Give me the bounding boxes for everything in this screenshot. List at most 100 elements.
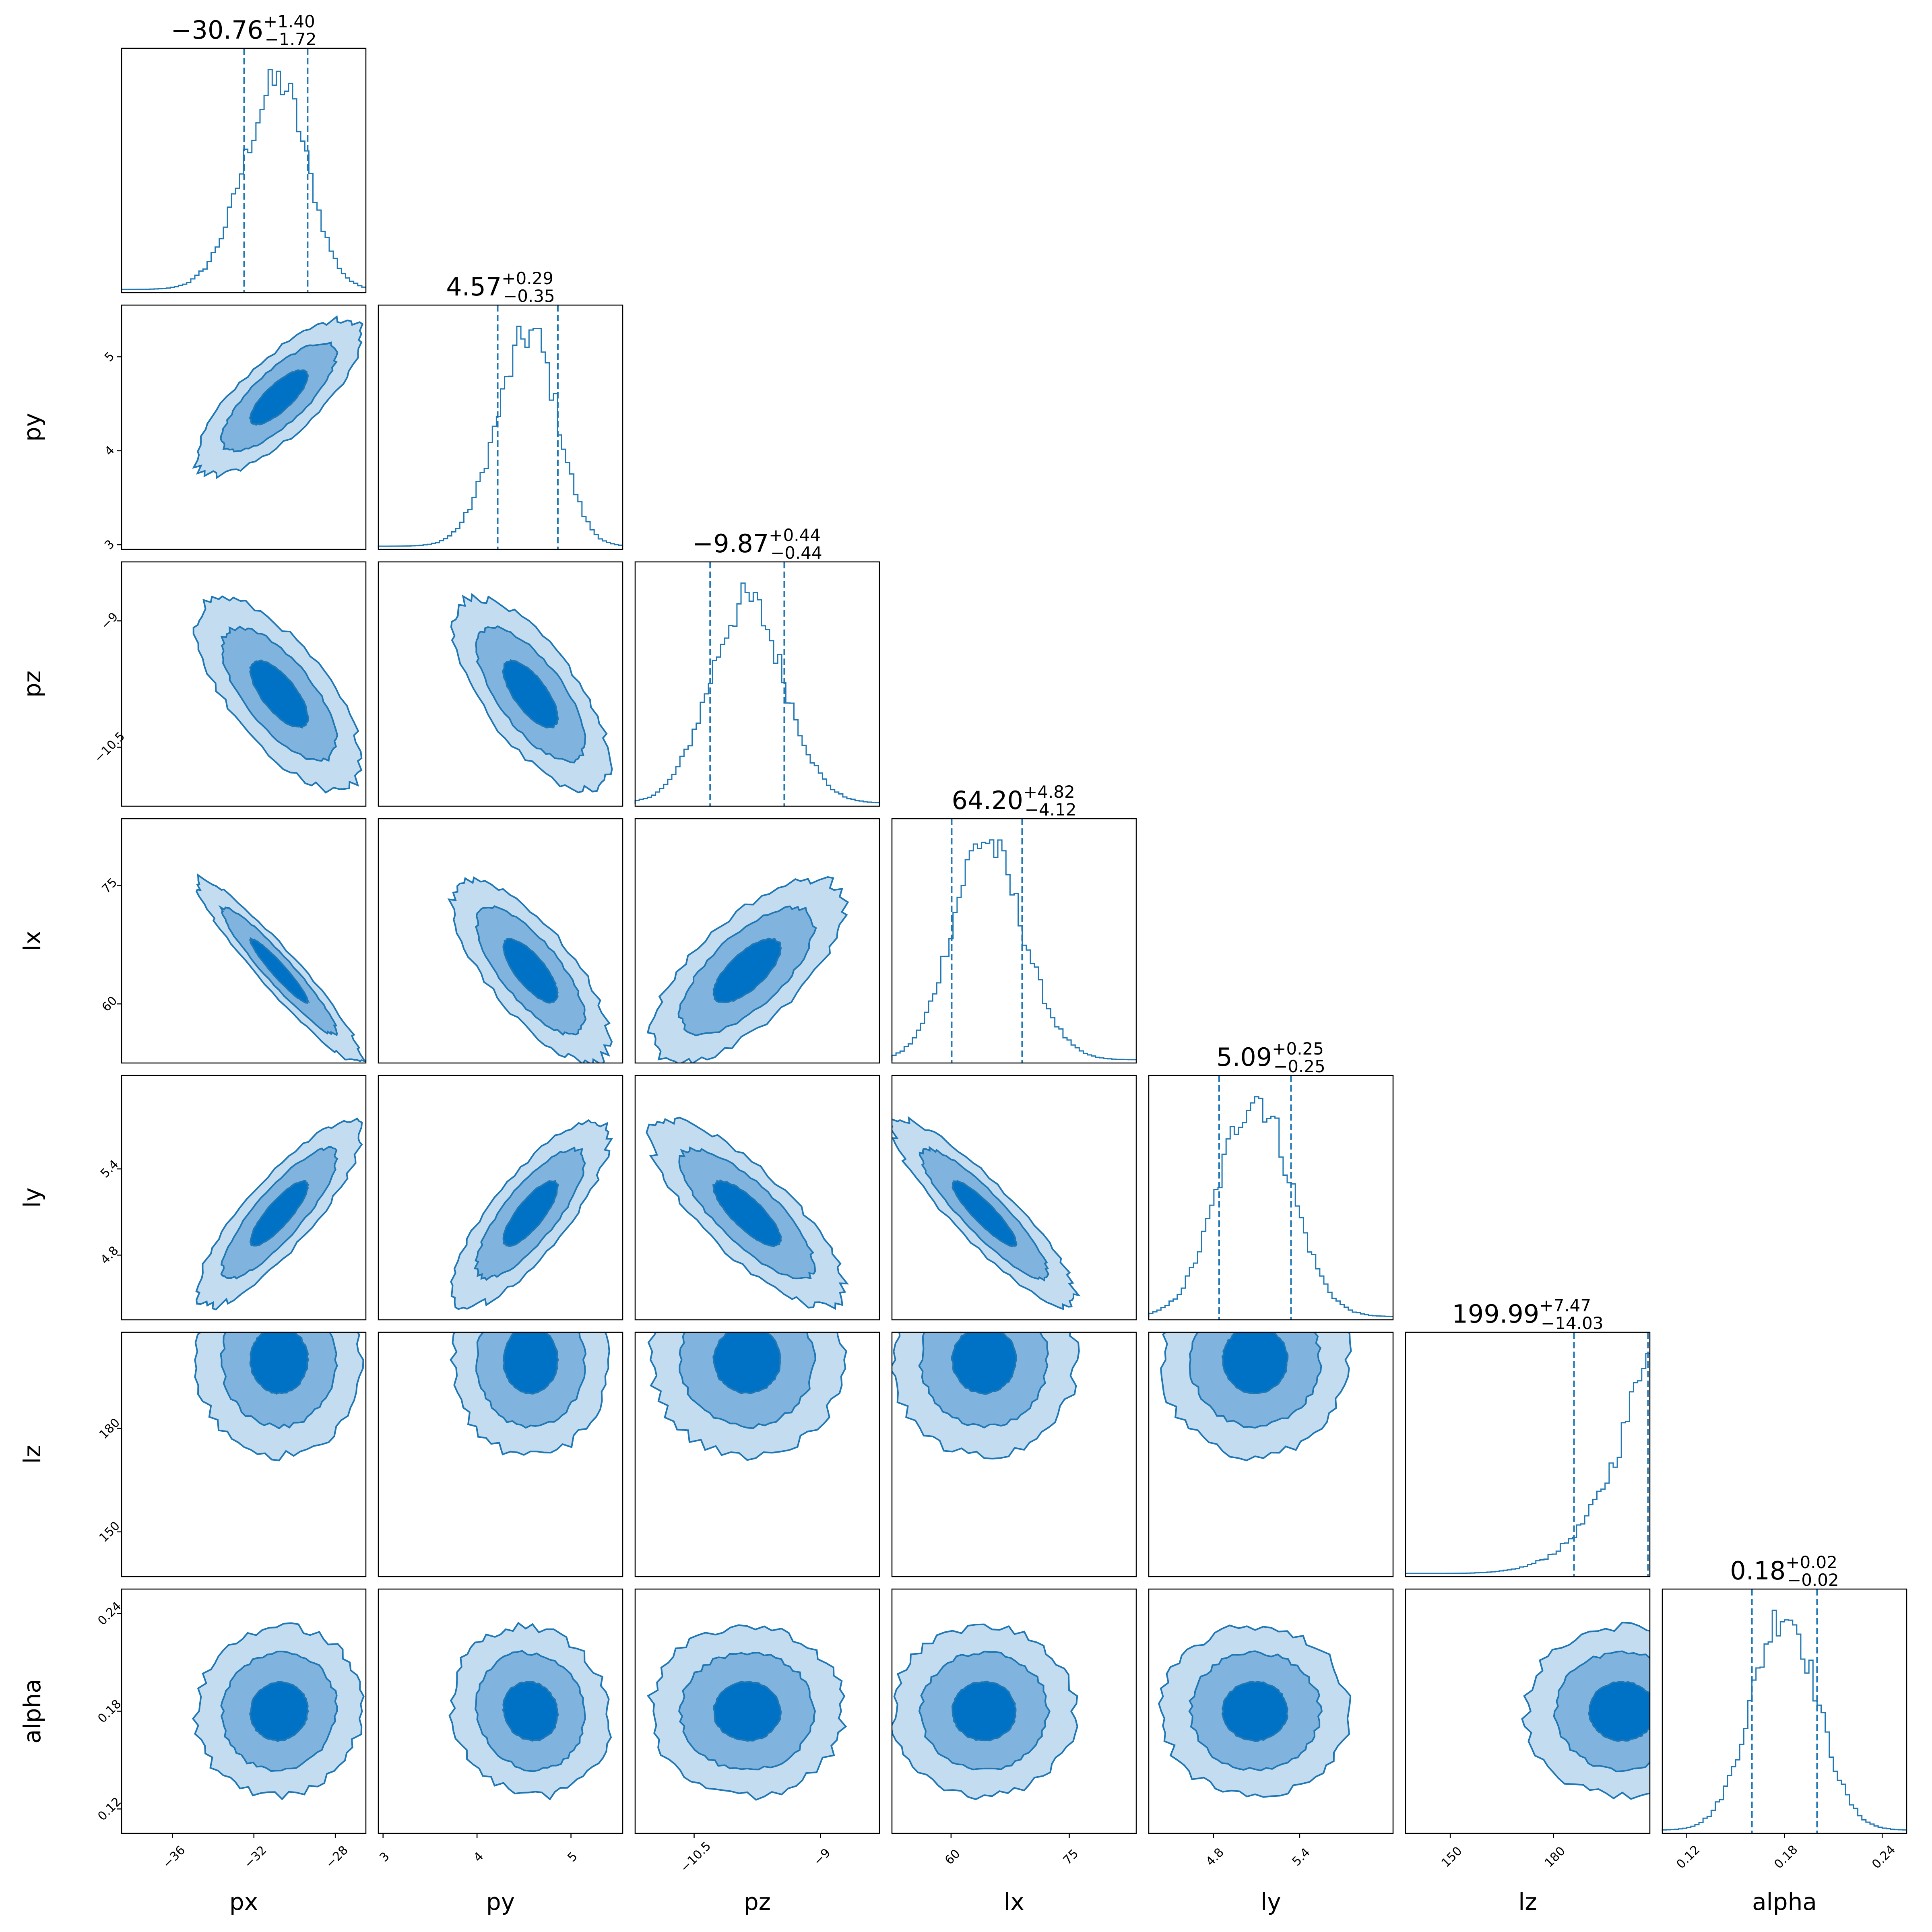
frame-pz-ly bbox=[634, 1075, 880, 1321]
ytick-label-pz: −10.5 bbox=[91, 729, 128, 766]
panel-lx-ly bbox=[891, 1075, 1137, 1321]
xlabel-lz: lz bbox=[1518, 1888, 1537, 1915]
panel-px-alpha: 0.120.180.24−36 −32 −28 bbox=[95, 1588, 367, 1871]
ytick-label-pz: −9 bbox=[98, 610, 121, 632]
title-lz: 199.99+7.47 −14.03 bbox=[1452, 1296, 1603, 1333]
panel-px-py: 3 4 5 bbox=[102, 304, 367, 553]
ytick-label-ly: 5.4 bbox=[98, 1157, 121, 1181]
contour-3-px-alpha bbox=[249, 1681, 309, 1742]
xtick-label-lz: 150 bbox=[1439, 1844, 1465, 1870]
ytick-label-lx: 75 bbox=[99, 875, 120, 896]
contour-3-py-pz bbox=[502, 659, 559, 729]
panel-py-lx bbox=[378, 818, 623, 1064]
xlabel-py: py bbox=[486, 1888, 515, 1915]
panel-lx-alpha: 60 75 bbox=[891, 1588, 1137, 1868]
frame-ly-alpha bbox=[1148, 1588, 1394, 1834]
ylabel-py: py bbox=[19, 413, 46, 442]
panel-diag-py: 4.57+0.29 −0.35 bbox=[378, 268, 623, 550]
title-py: 4.57+0.29 −0.35 bbox=[446, 268, 555, 306]
xlabel-ly: ly bbox=[1261, 1888, 1281, 1915]
contour-3-lx-alpha bbox=[951, 1680, 1017, 1742]
xlabel-alpha: alpha bbox=[1752, 1888, 1817, 1915]
ytick-label-ly: 4.8 bbox=[98, 1243, 121, 1267]
contour-3-pz-lz bbox=[712, 1332, 781, 1395]
ylabel-lx: lx bbox=[19, 931, 46, 951]
contour-3-py-alpha bbox=[502, 1681, 559, 1742]
ylabel-alpha: alpha bbox=[19, 1679, 46, 1744]
panel-px-lx: 60 75 bbox=[99, 818, 367, 1064]
xlabel-px: px bbox=[229, 1888, 258, 1915]
xtick-label-alpha: 0.18 bbox=[1771, 1843, 1800, 1872]
panel-pz-lz bbox=[634, 1331, 880, 1577]
ytick-label-lx: 60 bbox=[99, 994, 120, 1015]
title-pz: −9.87+0.44 −0.44 bbox=[692, 525, 822, 563]
title-px: −30.76+1.40 −1.72 bbox=[171, 12, 317, 49]
frame-lx-lz bbox=[891, 1331, 1137, 1577]
histogram-lz bbox=[1405, 1353, 1650, 1574]
contour-3-ly-alpha bbox=[1221, 1681, 1288, 1742]
contour-3-lz-alpha bbox=[1587, 1681, 1650, 1742]
contour-3-py-ly bbox=[502, 1179, 559, 1247]
xtick-label-px: −36 bbox=[160, 1843, 188, 1871]
ylabel-pz: pz bbox=[19, 671, 46, 698]
panel-px-ly: 4.8 5.4 bbox=[98, 1075, 367, 1321]
title-ly: 5.09+0.25 −0.25 bbox=[1216, 1039, 1325, 1076]
xtick-label-alpha: 0.24 bbox=[1869, 1843, 1898, 1872]
panel-pz-ly bbox=[634, 1075, 880, 1321]
panel-px-pz: −10.5 −9 bbox=[91, 561, 367, 807]
xtick-label-pz: −9 bbox=[811, 1846, 833, 1868]
frame-py-lz bbox=[378, 1331, 623, 1577]
xlabel-pz: pz bbox=[744, 1888, 771, 1915]
histogram-py bbox=[378, 326, 623, 547]
frame-diag-alpha bbox=[1662, 1588, 1907, 1834]
histogram-pz bbox=[634, 582, 879, 804]
panel-px-lz: 150 180 bbox=[97, 1331, 367, 1577]
panel-lz-alpha: 150 180 bbox=[1405, 1588, 1651, 1870]
ytick-label-py: 3 bbox=[102, 537, 117, 553]
xtick-label-px: −28 bbox=[323, 1843, 351, 1871]
contour-3-pz-alpha bbox=[713, 1681, 782, 1742]
contour-3-lx-ly bbox=[951, 1180, 1018, 1247]
frame-py-alpha bbox=[378, 1588, 623, 1834]
frame-diag-pz bbox=[634, 561, 880, 807]
ylabel-lz: lz bbox=[19, 1445, 46, 1464]
frame-py-ly bbox=[378, 1075, 623, 1321]
panel-pz-alpha: −10.5 −9 bbox=[634, 1588, 880, 1875]
frame-py-pz bbox=[378, 561, 623, 807]
frame-pz-alpha bbox=[634, 1588, 880, 1834]
frame-px-lx bbox=[121, 818, 367, 1064]
panel-py-pz bbox=[378, 561, 623, 807]
frame-diag-ly bbox=[1148, 1075, 1394, 1321]
panel-diag-ly: 5.09+0.25 −0.25 bbox=[1148, 1039, 1394, 1321]
contour-3-lx-lz bbox=[951, 1332, 1018, 1395]
contour-3-px-lz bbox=[249, 1332, 310, 1395]
contour-3-px-py bbox=[249, 369, 309, 426]
xtick-label-py: 4 bbox=[471, 1849, 486, 1865]
panel-ly-lz bbox=[1148, 1331, 1394, 1577]
xtick-label-px: −32 bbox=[242, 1843, 270, 1871]
histogram-ly bbox=[1148, 1096, 1393, 1317]
title-alpha: 0.18+0.02 −0.02 bbox=[1730, 1552, 1839, 1590]
frame-lx-alpha bbox=[891, 1588, 1137, 1834]
frame-px-lz bbox=[121, 1331, 367, 1577]
title-lx: 64.20+4.82 −4.12 bbox=[952, 782, 1077, 819]
panel-py-alpha: 3 4 5 bbox=[377, 1588, 623, 1865]
panel-diag-lz: 199.99+7.47 −14.03 bbox=[1405, 1296, 1651, 1577]
contour-3-px-pz bbox=[249, 659, 310, 729]
xtick-label-pz: −10.5 bbox=[678, 1839, 714, 1875]
frame-ly-lz bbox=[1148, 1331, 1394, 1577]
frame-px-py bbox=[121, 304, 367, 550]
contour-3-pz-ly bbox=[712, 1179, 782, 1247]
frame-lz-alpha bbox=[1405, 1588, 1651, 1834]
panel-diag-lx: 64.20+4.82 −4.12 bbox=[891, 782, 1137, 1064]
panel-py-ly bbox=[378, 1075, 623, 1321]
panel-diag-alpha: 0.18+0.02 −0.02 0.12 0.18 0.24 bbox=[1662, 1552, 1907, 1872]
xtick-label-lz: 180 bbox=[1542, 1844, 1568, 1870]
panel-lx-lz bbox=[891, 1331, 1137, 1577]
ytick-label-lz: 150 bbox=[97, 1519, 123, 1545]
ytick-label-py: 4 bbox=[102, 443, 117, 458]
xtick-label-lx: 60 bbox=[942, 1847, 963, 1868]
frame-diag-py bbox=[378, 304, 623, 550]
xtick-label-py: 5 bbox=[565, 1849, 580, 1865]
xtick-label-ly: 5.4 bbox=[1290, 1845, 1313, 1869]
